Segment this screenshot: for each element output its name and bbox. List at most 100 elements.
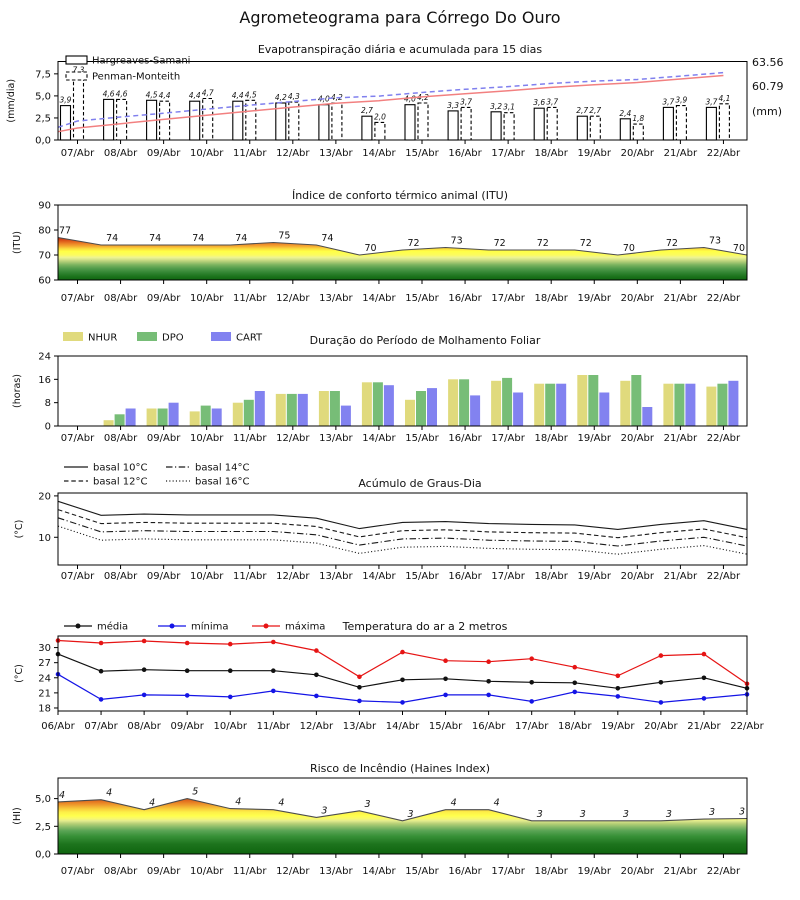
svg-text:72: 72	[580, 238, 592, 249]
svg-text:80: 80	[38, 226, 51, 237]
svg-text:17/Abr: 17/Abr	[515, 721, 549, 732]
svg-text:4: 4	[494, 798, 500, 809]
leaf_wetness-title: Duração do Período de Molhamento Foliar	[310, 334, 541, 347]
bar	[728, 380, 739, 426]
svg-text:16/Abr: 16/Abr	[472, 721, 506, 732]
svg-text:10/Abr: 10/Abr	[190, 148, 224, 159]
svg-text:4,4: 4,4	[159, 91, 171, 100]
leaf_wetness-series-dpo	[114, 375, 728, 427]
svg-text:19/Abr: 19/Abr	[578, 293, 612, 304]
svg-text:19/Abr: 19/Abr	[578, 148, 612, 159]
bar	[577, 375, 588, 426]
bar	[459, 379, 470, 426]
fire_risk-area	[58, 798, 747, 854]
svg-text:Penman-Monteith: Penman-Monteith	[92, 72, 180, 83]
svg-text:11/Abr: 11/Abr	[233, 433, 267, 444]
svg-text:12/Abr: 12/Abr	[276, 866, 310, 877]
svg-text:07/Abr: 07/Abr	[61, 866, 95, 877]
evapotranspiration-title: Evapotranspiração diária e acumulada par…	[258, 43, 543, 56]
svg-text:74: 74	[321, 233, 333, 244]
svg-text:4,5: 4,5	[245, 90, 257, 99]
svg-text:21/Abr: 21/Abr	[664, 293, 698, 304]
bar	[125, 408, 136, 426]
svg-text:2,5: 2,5	[35, 822, 51, 833]
svg-text:3,7: 3,7	[546, 97, 558, 106]
svg-text:18/Abr: 18/Abr	[534, 571, 568, 582]
svg-text:0,0: 0,0	[35, 850, 51, 861]
svg-text:4: 4	[106, 788, 112, 799]
bar	[189, 411, 200, 426]
air_temperature-legend: média mínima máxima	[64, 621, 325, 633]
svg-text:5,0: 5,0	[35, 794, 51, 805]
degree_days-series-basal-10°C	[57, 500, 748, 530]
svg-text:0: 0	[45, 422, 51, 433]
svg-text:19/Abr: 19/Abr	[578, 433, 612, 444]
svg-text:72: 72	[666, 238, 678, 249]
svg-text:07/Abr: 07/Abr	[84, 721, 118, 732]
svg-text:4,6: 4,6	[116, 89, 128, 98]
svg-text:NHUR: NHUR	[88, 333, 117, 344]
svg-text:15/Abr: 15/Abr	[405, 433, 439, 444]
svg-text:22/Abr: 22/Abr	[707, 433, 741, 444]
svg-text:2,5: 2,5	[35, 113, 51, 124]
svg-text:19/Abr: 19/Abr	[601, 721, 635, 732]
svg-text:08/Abr: 08/Abr	[104, 433, 138, 444]
itu-axes: 60 70 80 90 07/Abr 08/Abr 09/Abr 10/Abr 11/Abr 12…	[38, 201, 748, 304]
svg-text:74: 74	[192, 233, 204, 244]
svg-text:4,0: 4,0	[404, 95, 416, 104]
bar	[470, 395, 481, 426]
evapotranspiration-axes: 0,0 2,5 5,0 7,5 07/Abr 08/Abr 09/Abr 10/Abr 11/A…	[35, 61, 748, 159]
svg-text:12/Abr: 12/Abr	[276, 293, 310, 304]
svg-text:72: 72	[408, 238, 420, 249]
svg-text:4: 4	[149, 798, 155, 809]
svg-text:18/Abr: 18/Abr	[534, 866, 568, 877]
svg-text:07/Abr: 07/Abr	[61, 433, 95, 444]
svg-text:20/Abr: 20/Abr	[621, 148, 655, 159]
bar	[599, 392, 610, 426]
svg-text:CART: CART	[236, 333, 263, 344]
svg-text:basal 16°C: basal 16°C	[195, 477, 249, 488]
evapotranspiration-series-penman: 7,34,6 4,4 4,7 4,5 4,3 4,22,04,2 3,73,13,72,71…	[73, 66, 730, 141]
svg-text:4,2: 4,2	[275, 93, 287, 102]
svg-text:18/Abr: 18/Abr	[534, 148, 568, 159]
svg-text:07/Abr: 07/Abr	[61, 148, 95, 159]
svg-text:3: 3	[537, 809, 543, 820]
svg-text:3: 3	[709, 807, 715, 818]
bar	[200, 405, 211, 426]
svg-text:12/Abr: 12/Abr	[300, 721, 334, 732]
evapotranspiration-cumline-0	[57, 71, 724, 129]
bar	[642, 407, 653, 426]
bar	[340, 405, 351, 426]
evapotranspiration-ylabel: (mm/dia)	[6, 79, 17, 123]
bar	[211, 408, 222, 426]
svg-text:15/Abr: 15/Abr	[405, 293, 439, 304]
chart-leaf_wetness: 0 8 16 24 07/Abr 08/Abr 09/Abr 10/Abr 11/Abr 12/A…	[12, 332, 748, 444]
leaf_wetness-legend: NHUR DPO CART	[63, 332, 263, 344]
svg-text:70: 70	[623, 243, 635, 254]
svg-text:2,7: 2,7	[576, 106, 588, 115]
chart-air_temperature: 18 21 24 27 30 06/Abr 07/Abr 08/Abr 09/Abr 10/Abr…	[14, 620, 765, 732]
degree_days-legend: basal 10°C basal 12°C basal 14°C basal 16°C	[64, 463, 249, 488]
svg-text:17/Abr: 17/Abr	[491, 148, 525, 159]
svg-text:17/Abr: 17/Abr	[491, 293, 525, 304]
svg-text:2,0: 2,0	[374, 112, 386, 121]
svg-text:22/Abr: 22/Abr	[730, 721, 764, 732]
svg-text:10: 10	[38, 533, 51, 544]
air_temperature-axes: 18 21 24 27 30 06/Abr 07/Abr 08/Abr 09/Abr 10/Abr…	[38, 635, 765, 732]
bar	[297, 393, 308, 426]
svg-text:17/Abr: 17/Abr	[491, 571, 525, 582]
svg-text:máxima: máxima	[285, 621, 325, 633]
svg-text:08/Abr: 08/Abr	[104, 293, 138, 304]
svg-text:5,0: 5,0	[35, 91, 51, 102]
svg-text:20/Abr: 20/Abr	[644, 721, 678, 732]
svg-text:16/Abr: 16/Abr	[448, 293, 482, 304]
svg-text:3,7: 3,7	[460, 97, 472, 106]
bar	[448, 379, 459, 426]
svg-text:Hargreaves-Samani: Hargreaves-Samani	[92, 56, 190, 67]
svg-text:4: 4	[59, 790, 65, 801]
svg-text:16/Abr: 16/Abr	[448, 866, 482, 877]
svg-text:15/Abr: 15/Abr	[429, 721, 463, 732]
leaf_wetness-axes: 0 8 16 24 07/Abr 08/Abr 09/Abr 10/Abr 11/Abr 12/A…	[38, 352, 748, 444]
leaf_wetness-series-nhur	[103, 375, 717, 427]
degree_days-series-basal-14°C	[57, 517, 748, 547]
